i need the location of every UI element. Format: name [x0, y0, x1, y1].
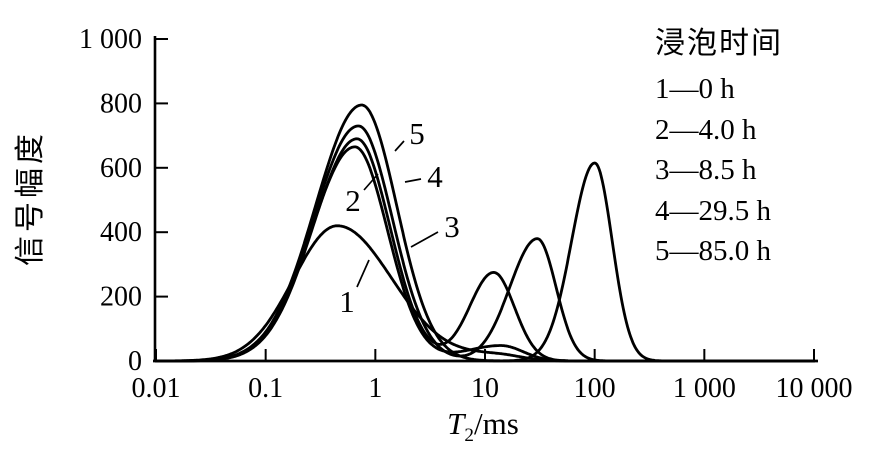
legend-item: 1—0 h — [655, 73, 735, 105]
x-tick-label: 0.1 — [248, 373, 283, 404]
x-tick-label: 1 000 — [673, 373, 736, 404]
x-axis-title-symbol: T — [447, 406, 465, 441]
y-tick-label: 0 — [128, 346, 142, 377]
x-tick-label: 100 — [574, 373, 616, 404]
curve-label-3: 3 — [444, 209, 460, 244]
curve-label-2: 2 — [345, 183, 361, 218]
legend-item: 3—8.5 h — [655, 154, 757, 186]
curve-label-leader-1 — [356, 259, 370, 288]
legend-item: 2—4.0 h — [655, 113, 757, 146]
y-tick-label: 400 — [100, 217, 142, 248]
y-tick-label: 800 — [100, 88, 142, 119]
x-tick-label: 10 000 — [776, 373, 853, 404]
x-axis-title-subscript: 2 — [464, 425, 475, 447]
y-axis-title: 信号幅度 — [14, 130, 47, 266]
y-tick-label: 1 000 — [79, 24, 142, 55]
x-axis-title: T2/ms — [447, 406, 519, 447]
y-tick-label: 200 — [100, 282, 142, 313]
curve-label-leader-3 — [410, 231, 439, 248]
legend-item: 5—85.0 h — [655, 235, 771, 267]
curve-series-5 — [154, 103, 816, 363]
curve-label-1: 1 — [339, 284, 355, 319]
legend: 浸泡时间 1—0 h 2—4.0 h 3—8.5 h 4—29.5 h 5—85.0 h — [655, 26, 783, 272]
legend-item: 4—29.5 h — [655, 194, 771, 227]
legend-title: 浸泡时间 — [655, 27, 783, 60]
x-axis-title-unit: /ms — [474, 406, 519, 441]
curve-label-leader-2 — [363, 173, 379, 191]
curve-label-5: 5 — [409, 116, 425, 151]
curve-label-leader-5 — [394, 140, 405, 152]
x-tick-label: 0.01 — [132, 373, 181, 404]
x-tick-label: 10 — [471, 373, 499, 404]
x-tick-label: 1 — [368, 373, 382, 404]
legend-items: 1—0 h 2—4.0 h 3—8.5 h 4—29.5 h 5—85.0 h — [655, 69, 783, 272]
curve-label-4: 4 — [427, 159, 443, 194]
y-tick-label: 600 — [100, 153, 142, 184]
curve-label-leader-4 — [404, 178, 422, 183]
